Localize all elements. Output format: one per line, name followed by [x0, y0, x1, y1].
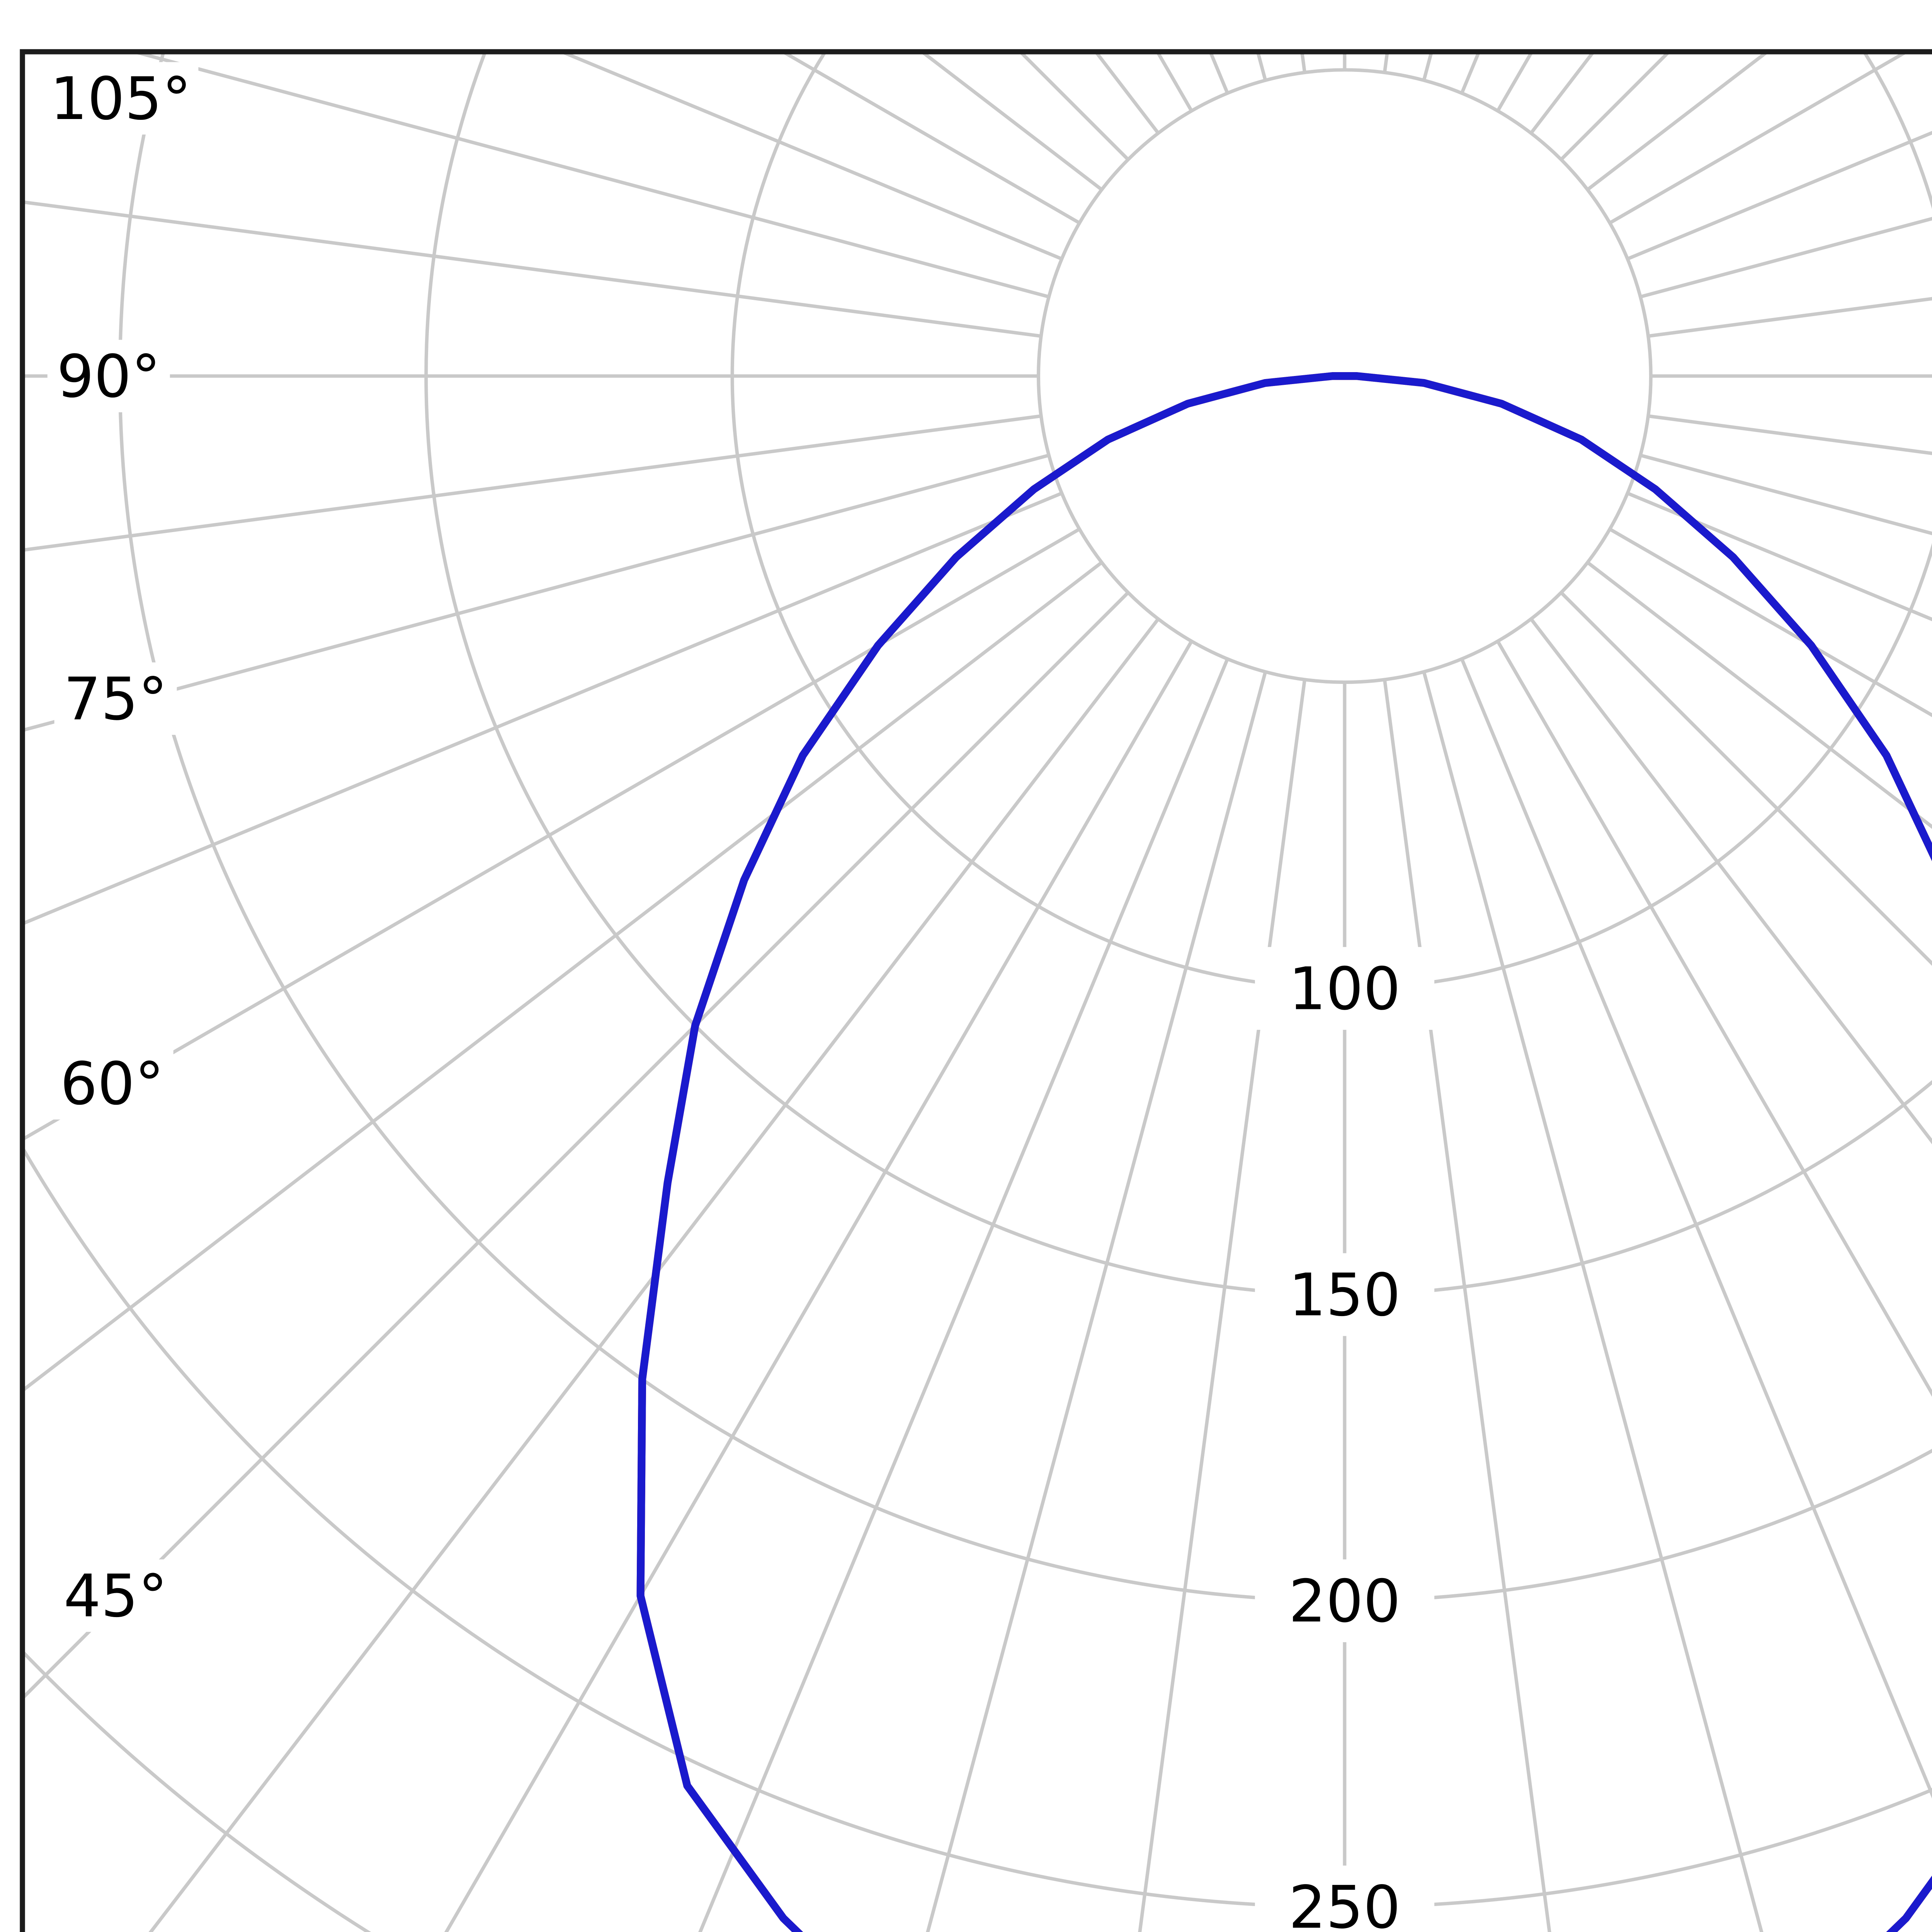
curve-C90-C270	[636, 372, 1932, 1932]
grid-ray	[557, 51, 1063, 261]
angle-label-bg	[51, 1047, 173, 1120]
grid-ray	[22, 527, 1080, 1141]
radial-label-bg	[1255, 947, 1435, 1030]
grid-ray	[1383, 679, 1551, 1932]
angle-label-bg	[54, 1559, 177, 1632]
angle-tick-label: 75°	[64, 665, 168, 733]
radial-label-bg	[1255, 1559, 1435, 1642]
grid-ray	[1560, 591, 1932, 966]
grid-ray	[22, 453, 1049, 732]
grid-ray	[698, 658, 1229, 1932]
angle-label-bg	[47, 340, 170, 412]
radial-label-bg	[1255, 1866, 1435, 1932]
grid-ray	[22, 492, 1063, 926]
grid-ray	[1138, 679, 1306, 1932]
grid-ray	[1529, 618, 1932, 1145]
axis-labels: 100150200250105°105°90°90°75°75°60°60°45…	[43, 62, 1435, 1932]
angle-tick-label: 105°	[50, 65, 192, 133]
grid-ray	[1422, 671, 1764, 1932]
grid-ray	[22, 414, 1041, 552]
radial-tick-label: 250	[1289, 1873, 1401, 1932]
angle-tick-label: 60°	[60, 1049, 164, 1118]
radial-tick-label: 100	[1289, 955, 1401, 1023]
grid-ray	[22, 561, 1103, 1393]
grid-ray	[1460, 658, 1932, 1799]
intensity-curves	[636, 372, 1932, 1932]
plot-area	[22, 51, 1932, 1932]
angle-label-bg	[54, 662, 177, 735]
grid-ray	[22, 591, 1129, 1701]
plot-border	[20, 49, 1932, 1932]
angle-tick-label: 45°	[64, 1562, 168, 1630]
radial-label-bg	[1255, 1253, 1435, 1336]
angle-tick-label: 90°	[57, 342, 161, 411]
angle-label-bg	[43, 62, 199, 135]
grid-ray	[148, 618, 1160, 1932]
grid-ray	[926, 671, 1267, 1932]
radial-tick-label: 200	[1289, 1567, 1401, 1635]
grid-ray	[1496, 640, 1932, 1397]
radial-tick-label: 150	[1289, 1261, 1401, 1329]
grid-ray	[444, 640, 1193, 1932]
grid-ray	[128, 51, 1049, 299]
grid-ray	[22, 200, 1041, 338]
